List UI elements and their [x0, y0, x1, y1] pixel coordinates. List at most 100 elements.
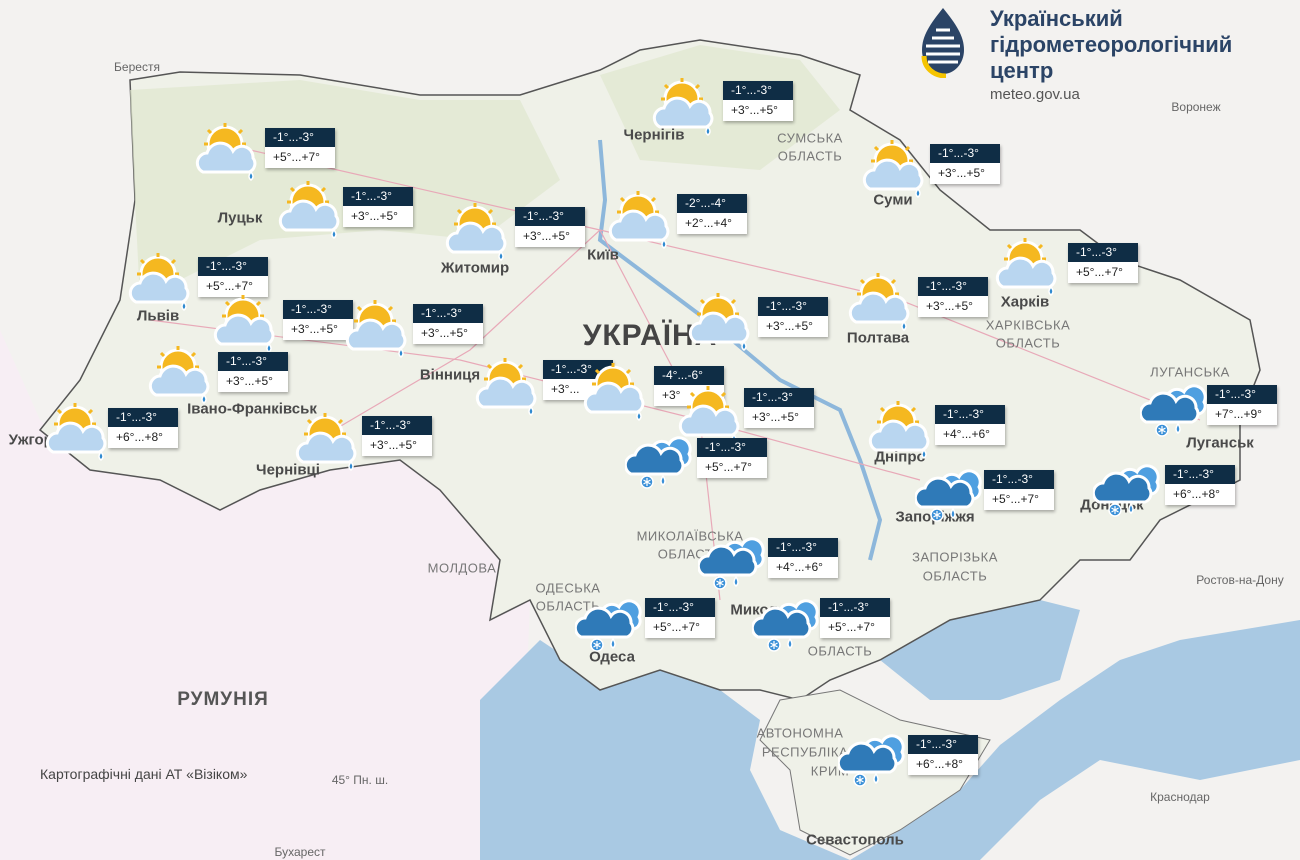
temperature-box: -1°...-3° +3°...+5°	[413, 304, 483, 344]
sea	[480, 620, 1300, 860]
day-temperature: +5°...+7°	[265, 147, 335, 168]
map-label-odesa-oblast-2: ОБЛАСТЬ	[535, 598, 601, 614]
map-label-voronezh: Воронеж	[1171, 100, 1221, 114]
temperature-box: -1°...-3° +6°...+8°	[908, 735, 978, 775]
map-label-sevastopol: Севастополь	[806, 831, 904, 849]
day-temperature: +5°...+7°	[645, 617, 715, 638]
night-temperature: -1°...-3°	[283, 300, 353, 319]
temperature-box: -1°...-3° +5°...+7°	[984, 470, 1054, 510]
day-temperature: +5°...+7°	[697, 457, 767, 478]
map-label-luhansk-oblast: ЛУГАНСЬКА	[1150, 364, 1230, 380]
temperature-box: -1°...-3° +3°...+5°	[515, 207, 585, 247]
temperature-box: -1°...-3° +6°...+8°	[1165, 465, 1235, 505]
map-label-dnipro: Дніпро	[874, 448, 926, 466]
day-temperature: +5°...+7°	[820, 617, 890, 638]
night-temperature: -1°...-3°	[265, 128, 335, 147]
map-label-ivano-frankivsk: Івано-Франківськ	[187, 400, 317, 418]
temperature-box: -1°...-3° +5°...+7°	[697, 438, 767, 478]
partly-cloudy-rain-icon	[475, 357, 545, 417]
day-temperature: +5°...+7°	[1068, 262, 1138, 283]
partly-cloudy-rain-icon	[608, 190, 678, 250]
night-temperature: -2°...-4°	[677, 194, 747, 213]
map-label-zhytomyr: Житомир	[440, 259, 510, 277]
rain-snow-icon	[573, 593, 645, 653]
rain-snow-icon	[696, 531, 768, 591]
night-temperature: -1°...-3°	[744, 388, 814, 407]
night-temperature: -1°...-3°	[723, 81, 793, 100]
night-temperature: -1°...-3°	[930, 144, 1000, 163]
night-temperature: -1°...-3°	[768, 538, 838, 557]
map-label-vinnytsia: Вінниця	[419, 366, 481, 384]
temperature-box: -1°...-3° +3°...+5°	[758, 297, 828, 337]
partly-cloudy-rain-icon	[862, 139, 932, 199]
night-temperature: -1°...-3°	[758, 297, 828, 316]
night-temperature: -1°...-3°	[362, 416, 432, 435]
org-url[interactable]: meteo.gov.ua	[990, 86, 1080, 103]
map-label-kharkiv: Харків	[1000, 293, 1050, 311]
rain-snow-icon	[750, 593, 822, 653]
temperature-box: -1°...-3° +3°...+5°	[723, 81, 793, 121]
night-temperature: -1°...-3°	[543, 360, 613, 379]
rain-snow-icon	[1091, 458, 1163, 518]
night-temperature: -1°...-3°	[413, 304, 483, 323]
day-temperature: +4°...+6°	[935, 424, 1005, 445]
map-label-zap-oblast-1: ЗАПОРІЗЬКА	[912, 549, 998, 565]
map-label-crimea-1: АВТОНОМНА	[756, 725, 844, 741]
night-temperature: -1°...-3°	[935, 405, 1005, 424]
map-label-kyiv: Київ	[587, 246, 619, 264]
map-label-sumy-oblast-2: ОБЛАСТЬ	[777, 148, 843, 164]
partly-cloudy-rain-icon	[213, 294, 283, 354]
map-label-moldova: МОЛДОВА	[427, 560, 497, 576]
day-temperature: +3°...+5°	[343, 206, 413, 227]
day-temperature: +3°...+5°	[515, 226, 585, 247]
partly-cloudy-rain-icon	[345, 299, 415, 359]
map-label-krasnodar: Краснодар	[1150, 790, 1210, 804]
partly-cloudy-rain-icon	[295, 412, 365, 472]
day-temperature: +7°...+9°	[1207, 404, 1277, 425]
rain-snow-icon	[836, 728, 908, 788]
day-temperature: +3°...+5°	[744, 407, 814, 428]
night-temperature: -1°...-3°	[343, 187, 413, 206]
partly-cloudy-rain-icon	[868, 400, 938, 460]
dnipro-river	[597, 139, 883, 561]
day-temperature: +3°...+5°	[413, 323, 483, 344]
night-temperature: -1°...-3°	[1165, 465, 1235, 484]
temperature-box: -1°...-3° +3°...+5°	[283, 300, 353, 340]
temperature-box: -1°...-3° +5°...+7°	[1068, 243, 1138, 283]
day-temperature: +3°...+5°	[758, 316, 828, 337]
map-label-lutsk: Луцьк	[217, 209, 263, 227]
map-credit: Картографічні дані АТ «Візіком»	[40, 766, 248, 782]
night-temperature: -1°...-3°	[820, 598, 890, 617]
map-label-sumy: Суми	[873, 191, 913, 209]
map-label-poltava: Полтава	[846, 329, 910, 347]
temperature-box: -1°...-3° +6°...+8°	[108, 408, 178, 448]
day-temperature: +6°...+8°	[1165, 484, 1235, 505]
partly-cloudy-rain-icon	[688, 292, 758, 352]
night-temperature: -1°...-3°	[218, 352, 288, 371]
north-forest	[600, 45, 840, 170]
map-label-kherson-oblast: ОБЛАСТЬ	[807, 643, 873, 659]
partly-cloudy-rain-icon	[652, 77, 722, 137]
map-label-kharkiv-oblast-2: ОБЛАСТЬ	[995, 335, 1061, 351]
org-name-line1: Український	[990, 6, 1123, 31]
temperature-box: -1°...-3° +3°...+5°	[918, 277, 988, 317]
map-label-odesa-oblast-1: ОДЕСЬКА	[535, 580, 601, 596]
partly-cloudy-rain-icon	[678, 385, 748, 445]
partly-cloudy-rain-icon	[278, 180, 348, 240]
day-temperature: +3°...+5°	[362, 435, 432, 456]
map-label-rostov: Ростов-на-Дону	[1196, 573, 1284, 587]
day-temperature: +3°...+5°	[930, 163, 1000, 184]
temperature-box: -1°...-3° +5°...+7°	[198, 257, 268, 297]
map-label-chernihiv: Чернігів	[623, 126, 685, 144]
temperature-box: -2°...-4° +2°...+4°	[677, 194, 747, 234]
day-temperature: +3°...+5°	[283, 319, 353, 340]
ukrhydromet-logo-icon	[921, 8, 964, 78]
day-temperature: +6°...+8°	[908, 754, 978, 775]
map-label-sumy-oblast-1: СУМСЬКА	[777, 130, 843, 146]
day-temperature: +3°...+5°	[218, 371, 288, 392]
temperature-box: -1°...-3° +4°...+6°	[935, 405, 1005, 445]
day-temperature: +5°...+7°	[198, 276, 268, 297]
day-temperature: +3°...+5°	[723, 100, 793, 121]
partly-cloudy-rain-icon	[583, 362, 653, 422]
